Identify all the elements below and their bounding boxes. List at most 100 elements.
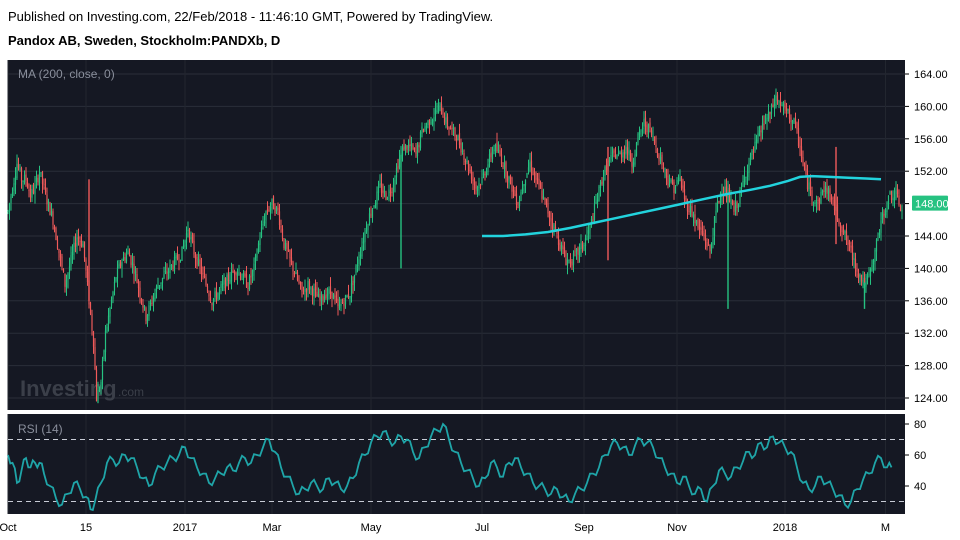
candle-body (464, 161, 467, 163)
candle-body (224, 278, 227, 289)
candle-body (601, 181, 603, 184)
candle-body (685, 198, 687, 201)
candle-body (794, 118, 797, 124)
candle-body (511, 177, 513, 192)
candle-body (373, 206, 375, 208)
candle-body (757, 133, 759, 142)
candle-body (193, 240, 195, 255)
candle-body (269, 206, 272, 211)
candle-body (22, 181, 24, 183)
candle-body (385, 192, 387, 200)
candle-body (227, 273, 230, 282)
candle-body (803, 162, 806, 170)
candle-body (557, 235, 560, 245)
candle-body (94, 346, 96, 370)
candle-body (571, 261, 573, 266)
candle-body (881, 212, 884, 220)
candle-body (104, 330, 107, 353)
candle-body (160, 282, 162, 284)
candle-body (296, 272, 299, 281)
candle-body (128, 252, 131, 257)
candle-body (7, 211, 9, 213)
candle-body (689, 205, 692, 213)
candle-body (613, 150, 615, 153)
candle-body (676, 179, 678, 185)
candle-body (592, 219, 594, 221)
candle-body (622, 152, 624, 158)
candle-body (499, 150, 501, 155)
candle-body (836, 204, 839, 220)
candle-body (454, 127, 456, 137)
candle-body (614, 154, 617, 159)
candle-body (800, 146, 803, 158)
candle-body (484, 174, 486, 176)
candle-body (791, 121, 794, 124)
candle-body (97, 390, 99, 403)
candle-body (194, 255, 197, 260)
candle-body (323, 296, 326, 303)
candle-body (572, 253, 575, 265)
candle-body (226, 275, 228, 286)
rsi-level-lines (8, 439, 905, 502)
candle-body (481, 177, 483, 184)
candle-body (167, 271, 170, 273)
candle-body (115, 277, 117, 282)
candle-body (352, 280, 354, 286)
candle-body (754, 141, 756, 151)
candle-body (347, 294, 350, 298)
candle-body (478, 183, 480, 188)
candle-body (37, 177, 39, 182)
candle-body (848, 242, 851, 244)
candle-body (56, 239, 59, 249)
candle-body (809, 181, 812, 190)
candle-body (412, 145, 414, 150)
time-tick-label: 15 (80, 522, 92, 534)
candle-body (565, 258, 567, 266)
candle-body (829, 188, 831, 201)
candle-body (136, 273, 138, 283)
candle-body (181, 246, 183, 261)
candle-body (43, 184, 45, 186)
candle-body (761, 123, 764, 133)
candle-body (559, 242, 561, 250)
candle-body (896, 188, 899, 195)
candle-body (895, 190, 897, 198)
candle-body (539, 183, 542, 189)
candle-body (8, 203, 11, 212)
candle-body (290, 257, 293, 262)
candle-body (394, 179, 396, 185)
candle-body (374, 203, 377, 208)
candle-body (371, 209, 374, 218)
candle-body (293, 272, 296, 275)
candle-body (695, 220, 698, 224)
candle-body (280, 226, 282, 228)
candle-body (443, 117, 446, 123)
candle-body (871, 264, 873, 271)
candle-body (284, 242, 287, 250)
candle-body (700, 227, 702, 231)
candle-body (554, 226, 557, 232)
candle-body (832, 197, 834, 199)
candle-body (31, 188, 33, 198)
candle-body (532, 171, 534, 175)
candle-body (320, 293, 323, 302)
candle-body (463, 152, 465, 161)
candle-body (370, 214, 372, 216)
candle-body (610, 154, 612, 160)
candle-body (25, 174, 27, 181)
candle-body (620, 152, 623, 158)
candle-body (163, 274, 165, 279)
candle-body (847, 240, 849, 245)
candle-body (53, 226, 56, 230)
candle-body (86, 271, 89, 283)
candle-body (170, 264, 173, 266)
candle-body (833, 199, 836, 211)
candle-body (890, 191, 893, 200)
candle-body (884, 210, 887, 216)
price-tick-label: 132.00 (914, 328, 948, 340)
candle-body (476, 187, 479, 191)
candle-body (805, 168, 807, 175)
candle-body (865, 280, 867, 287)
candle-body (158, 285, 161, 287)
candle-body (179, 259, 182, 262)
